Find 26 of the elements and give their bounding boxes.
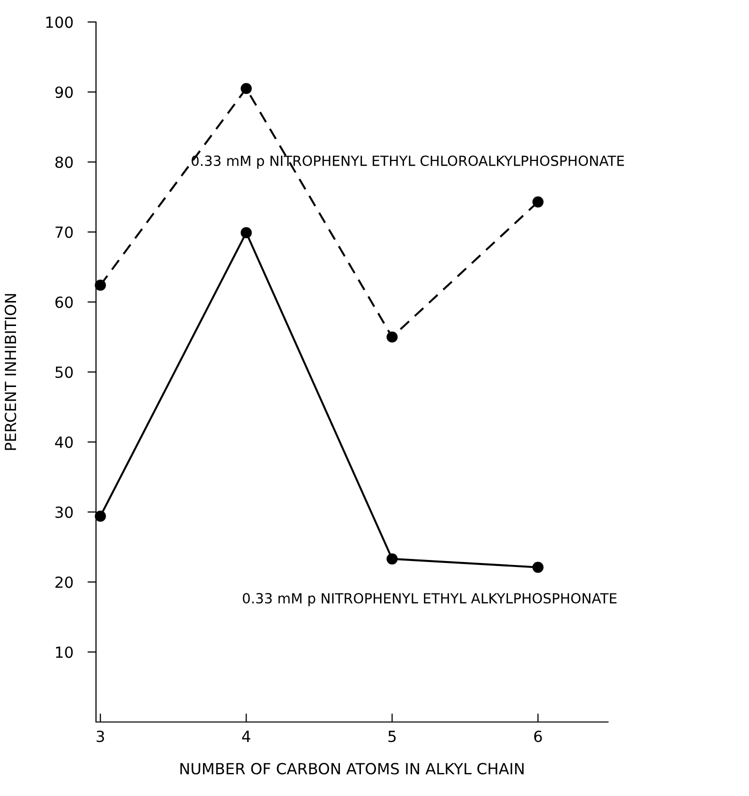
y-tick-label: 30: [56, 506, 73, 518]
point: [240, 227, 252, 238]
point: [94, 510, 106, 522]
y-tick-label: 20: [55, 576, 73, 588]
x-tick-label: 5: [388, 730, 396, 742]
y-tick-label: 80: [55, 156, 73, 168]
y-tick-label: 60: [55, 296, 73, 308]
x-tick-label: 4: [242, 730, 250, 742]
x-tick-label: 6: [534, 730, 542, 742]
x-tick-label: 3: [96, 730, 104, 742]
point: [94, 280, 106, 291]
y-tick-label: 40: [55, 436, 73, 448]
point: [386, 553, 398, 564]
point: [240, 82, 252, 94]
series-label: 0.33 mM p NITROPHENYL ETHYL CHLOROALKYLPHOSPHONATE: [192, 156, 624, 169]
y-tick-label: 70: [56, 226, 73, 238]
text: 0.33 mM p NITROPHENYL ETHYL ALKYLPHOSPHONATE: [242, 593, 616, 606]
x-axis-title: NUMBER OF CARBON ATOMS IN ALKYL CHAIN: [180, 762, 524, 774]
y-tick-label: 90: [55, 86, 73, 98]
y-axis-title: PERCENT INHIBITION: [4, 294, 16, 450]
point: [532, 196, 544, 208]
y-tick-label: 50: [56, 366, 73, 378]
y-tick-label: 10: [56, 646, 73, 658]
point: [532, 562, 544, 573]
point: [386, 331, 398, 343]
y-tick-label: 100: [46, 16, 73, 28]
